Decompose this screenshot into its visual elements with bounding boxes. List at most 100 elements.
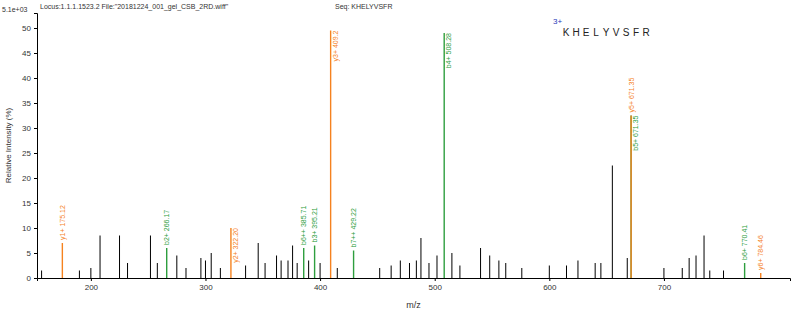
- scale-max: 5.1e+03: [2, 6, 28, 13]
- peak: [696, 256, 697, 279]
- x-tick-mark: [205, 278, 206, 281]
- y-tick-label: 25: [22, 149, 31, 158]
- y-tick-mark: [34, 228, 37, 229]
- y-tick-mark: [34, 153, 37, 154]
- y-tick-label: 10: [22, 224, 31, 233]
- y-tick: 10: [22, 224, 37, 233]
- peak: [480, 248, 481, 278]
- peak: [549, 266, 550, 279]
- x-tick-label: 400: [314, 283, 328, 292]
- x-tick-mark: [91, 278, 92, 281]
- x-axis-title: m/z: [406, 300, 421, 310]
- peak: [90, 268, 91, 278]
- peak: [258, 243, 259, 278]
- peak: [760, 273, 761, 278]
- y-tick-label: 35: [22, 99, 31, 108]
- y-tick-label: 40: [22, 74, 31, 83]
- x-tick: 500: [429, 278, 443, 292]
- y-tick-label: 0: [27, 274, 32, 283]
- peak: [505, 263, 506, 278]
- y-tick: 15: [22, 199, 37, 208]
- peak: [416, 261, 417, 279]
- y-tick-mark: [34, 28, 37, 29]
- sequence-letter: S: [623, 27, 630, 38]
- peak: [79, 271, 80, 279]
- peak: [521, 268, 522, 278]
- peak: [281, 261, 282, 279]
- sequence-letter: V: [613, 27, 620, 38]
- sequence-letter: F: [633, 27, 639, 38]
- peak-label: b6++ 385.71: [300, 206, 307, 245]
- y-tick: 25: [22, 149, 37, 158]
- x-tick: 700: [658, 278, 672, 292]
- peak: [498, 261, 499, 279]
- peak: [600, 263, 601, 278]
- y-tick-label: 30: [22, 124, 31, 133]
- peak: [428, 263, 429, 278]
- y-axis-line: [34, 14, 38, 279]
- peak-label: b7++ 429.22: [350, 208, 357, 247]
- y-axis-title: Relative Intensity (%): [4, 107, 13, 183]
- peak: [627, 258, 628, 278]
- y-axis: 0 5 10 15 20 25 30 35 40 45 50: [22, 14, 37, 284]
- peak: [744, 263, 745, 278]
- peak: [353, 251, 354, 279]
- x-tick: 400: [314, 278, 328, 292]
- y-tick-label: 5: [27, 249, 32, 258]
- peaks: [42, 31, 761, 279]
- x-axis: 200 300 400 500 600 700: [38, 278, 791, 292]
- peak: [205, 261, 206, 279]
- peak: [303, 248, 304, 278]
- peak-label: b6+ 770.41: [741, 225, 748, 260]
- x-tick: 600: [543, 278, 557, 292]
- charge: 3+: [553, 17, 562, 26]
- peak: [320, 263, 321, 278]
- sequence-letter: K: [563, 27, 570, 38]
- peak: [176, 256, 177, 279]
- y-tick-mark: [34, 53, 37, 54]
- y-tick-mark: [34, 203, 37, 204]
- y-tick: 5: [27, 249, 37, 258]
- x-tick: 200: [85, 278, 99, 292]
- peak: [276, 256, 277, 279]
- peak: [245, 266, 246, 279]
- x-tick-mark: [320, 278, 321, 281]
- chart: Locus:1.1.1.1523.2 File:"20181224_001_ge…: [0, 0, 800, 313]
- x-tick-label: 300: [199, 283, 213, 292]
- x-tick-label: 600: [543, 283, 557, 292]
- y-tick-mark: [34, 78, 37, 79]
- y-tick-mark: [34, 128, 37, 129]
- x-tick-mark: [549, 278, 550, 281]
- peak: [489, 256, 490, 279]
- x-tick-mark: [435, 278, 436, 281]
- y-tick-label: 15: [22, 199, 31, 208]
- peak-label: y2+ 322.20: [232, 228, 240, 263]
- peak: [211, 253, 212, 278]
- peak: [400, 261, 401, 279]
- peak-label: b3+ 395.21: [311, 207, 318, 242]
- sequence-letter: H: [572, 27, 579, 38]
- y-tick-label: 50: [22, 24, 31, 33]
- peak: [689, 258, 690, 278]
- peak: [185, 268, 186, 278]
- y-tick-mark: [34, 278, 37, 279]
- y-tick-label: 45: [22, 49, 31, 58]
- peak: [100, 236, 101, 279]
- y-tick: 40: [22, 74, 37, 83]
- peak: [220, 268, 221, 278]
- sequence-letter: Y: [603, 27, 610, 38]
- y-tick: 35: [22, 99, 37, 108]
- subtitle: Seq: KHELYVSFR: [335, 3, 392, 11]
- y-tick-mark: [34, 253, 37, 254]
- peak: [119, 236, 120, 279]
- y-tick: 20: [22, 174, 37, 183]
- peak: [451, 253, 452, 278]
- x-tick-mark: [664, 278, 665, 281]
- peak: [166, 248, 167, 278]
- peak: [723, 271, 724, 279]
- sequence-letter: E: [583, 27, 590, 38]
- peak: [157, 263, 158, 278]
- peak: [330, 31, 331, 279]
- y-tick: 45: [22, 49, 37, 58]
- peak: [391, 266, 392, 279]
